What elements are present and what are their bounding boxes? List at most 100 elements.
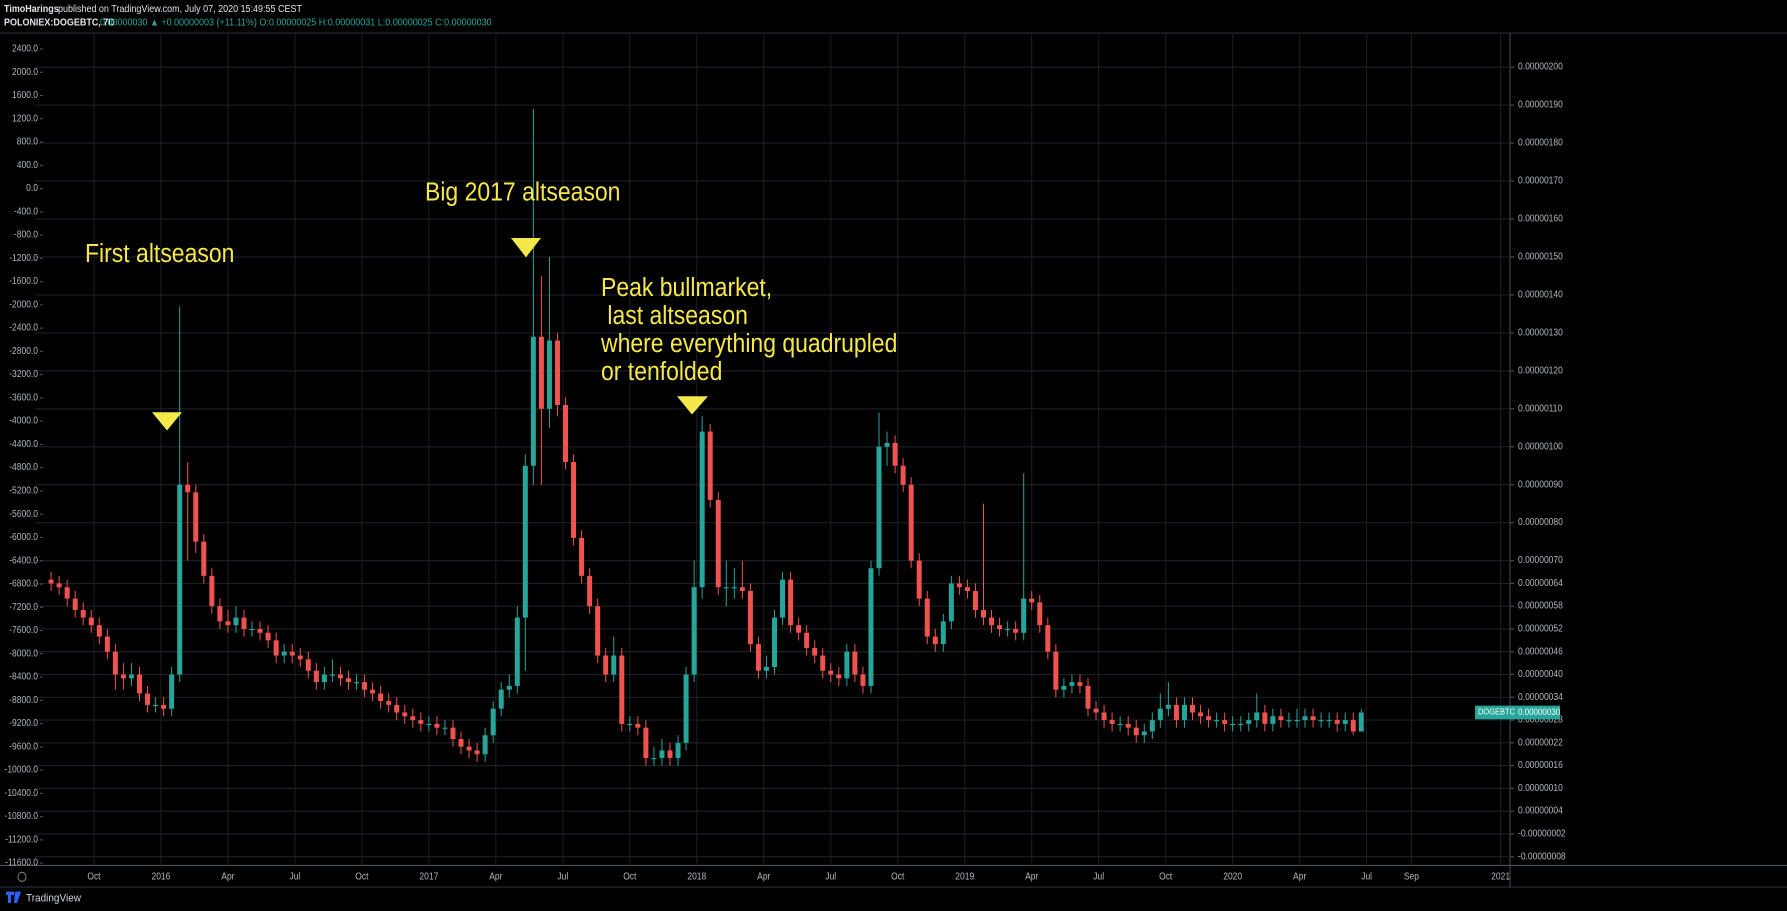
candle-body <box>554 340 560 406</box>
candle-body <box>579 537 585 576</box>
candle-body <box>940 621 946 645</box>
settings-icon[interactable] <box>17 871 27 882</box>
y-tick-label: 0.00000016 <box>1518 760 1563 771</box>
candle-body <box>675 742 681 759</box>
candle-body <box>241 617 247 629</box>
candle-body <box>337 674 343 679</box>
candle-body <box>434 723 440 728</box>
candle-body <box>1173 704 1179 721</box>
candle-body <box>755 644 761 671</box>
candle-body <box>64 587 70 599</box>
x-tick-label: 2021 <box>1491 871 1510 882</box>
y-tick-label: 0.00000010 <box>1518 782 1563 793</box>
candle-body <box>804 632 810 648</box>
labels: Oct 2016 Apr Jul Oct 2017 Apr Jul Oct 2018 Apr Jul O… <box>4 43 1565 881</box>
candle-body <box>120 674 126 679</box>
candle-body <box>458 739 464 747</box>
y2-tick-label: -10000.0 <box>4 764 38 775</box>
candle-body <box>627 723 633 726</box>
x-tick-label: Oct <box>87 871 101 882</box>
published: published on TradingView.com, July 07, 2… <box>58 3 302 15</box>
candle-body <box>1198 712 1204 717</box>
candle-body <box>169 674 175 709</box>
candle-body <box>611 655 617 675</box>
x-tick-label: Jul <box>1361 871 1372 882</box>
x-tick-label: Jul <box>557 871 568 882</box>
candle-body <box>1077 682 1083 686</box>
candle-body <box>1230 723 1236 726</box>
y2-tick-label: -3600.0 <box>9 392 38 403</box>
candle-body <box>1069 682 1075 686</box>
y2-tick-label: -8400.0 <box>9 671 38 682</box>
candle-body <box>981 609 987 618</box>
y2-tick-label: -1600.0 <box>9 276 38 287</box>
x-tick-label: Oct <box>1159 871 1173 882</box>
candle-body <box>450 727 456 740</box>
chart-title: POLONIEX:DOGEBTC, 7D <box>4 17 115 29</box>
candle-body <box>522 465 528 618</box>
y-tick-label: 0.00000110 <box>1518 403 1562 414</box>
last-price-box <box>1475 705 1560 720</box>
y2-tick-label: -8000.0 <box>9 648 38 659</box>
candle-body <box>506 685 512 690</box>
candle-body <box>812 647 818 656</box>
candle-body <box>571 461 577 538</box>
y-tick-label: 0.00000130 <box>1518 327 1563 338</box>
candle-body <box>908 484 914 561</box>
candle-body <box>1350 720 1356 732</box>
candle-body <box>619 655 625 724</box>
candle-body <box>482 735 488 755</box>
candle-body <box>289 651 295 656</box>
x-tick-label: Oct <box>623 871 637 882</box>
y2-tick-label: -7200.0 <box>9 601 38 612</box>
x-tick-label: Apr <box>221 871 234 882</box>
y2-tick-label: 1200.0 <box>12 113 38 124</box>
candle-body <box>989 617 995 626</box>
y-tick-label: 0.00000150 <box>1518 251 1563 262</box>
candle-body <box>1286 720 1292 722</box>
candle-body <box>225 621 231 626</box>
candle-body <box>1278 716 1284 721</box>
candle-body <box>860 674 866 686</box>
y-tick-label: 0.00000200 <box>1518 61 1563 72</box>
candle-body <box>1294 720 1300 722</box>
candle-body <box>932 636 938 645</box>
candle-body <box>1358 712 1364 732</box>
publisher: TimoHarings <box>4 3 59 15</box>
candle-body <box>1238 723 1244 726</box>
candle-body <box>1117 723 1123 726</box>
y2-tick-label: 0.0 <box>26 183 38 194</box>
candle-body <box>313 670 319 683</box>
candle-body <box>48 579 54 584</box>
candle-body <box>1222 720 1228 724</box>
candle-body <box>209 575 215 607</box>
candle-body <box>490 708 496 736</box>
candle-body <box>426 723 432 726</box>
candle-body <box>305 659 311 671</box>
y2-tick-label: -9600.0 <box>9 741 38 752</box>
candle-body <box>161 704 167 709</box>
y-tick-label: 0.00000052 <box>1518 623 1563 634</box>
y2-tick-label: -800.0 <box>14 229 38 240</box>
candle-body <box>104 636 110 652</box>
candle-body <box>715 499 721 588</box>
candle-body <box>852 651 858 675</box>
candle-body <box>1334 720 1340 724</box>
candle-body <box>193 492 199 542</box>
candle-body <box>177 484 183 675</box>
arrow-marker <box>511 237 541 258</box>
candle-body <box>72 598 78 610</box>
y-tick-label: 0.00000100 <box>1518 441 1563 452</box>
x-tick-label: Apr <box>1293 871 1306 882</box>
candle-body <box>1206 716 1212 721</box>
candle-body <box>273 640 279 656</box>
x-tick-label: 2018 <box>687 871 706 882</box>
candle-body <box>498 689 504 709</box>
y2-tick-label: -4000.0 <box>9 415 38 426</box>
candle-body <box>514 617 520 686</box>
candle-body <box>538 336 544 409</box>
footer-brand[interactable]: TradingView <box>26 892 81 905</box>
y-tick-label: 0.00000022 <box>1518 737 1563 748</box>
y-tick-label: 0.00000064 <box>1518 577 1563 588</box>
candles <box>48 108 1364 766</box>
